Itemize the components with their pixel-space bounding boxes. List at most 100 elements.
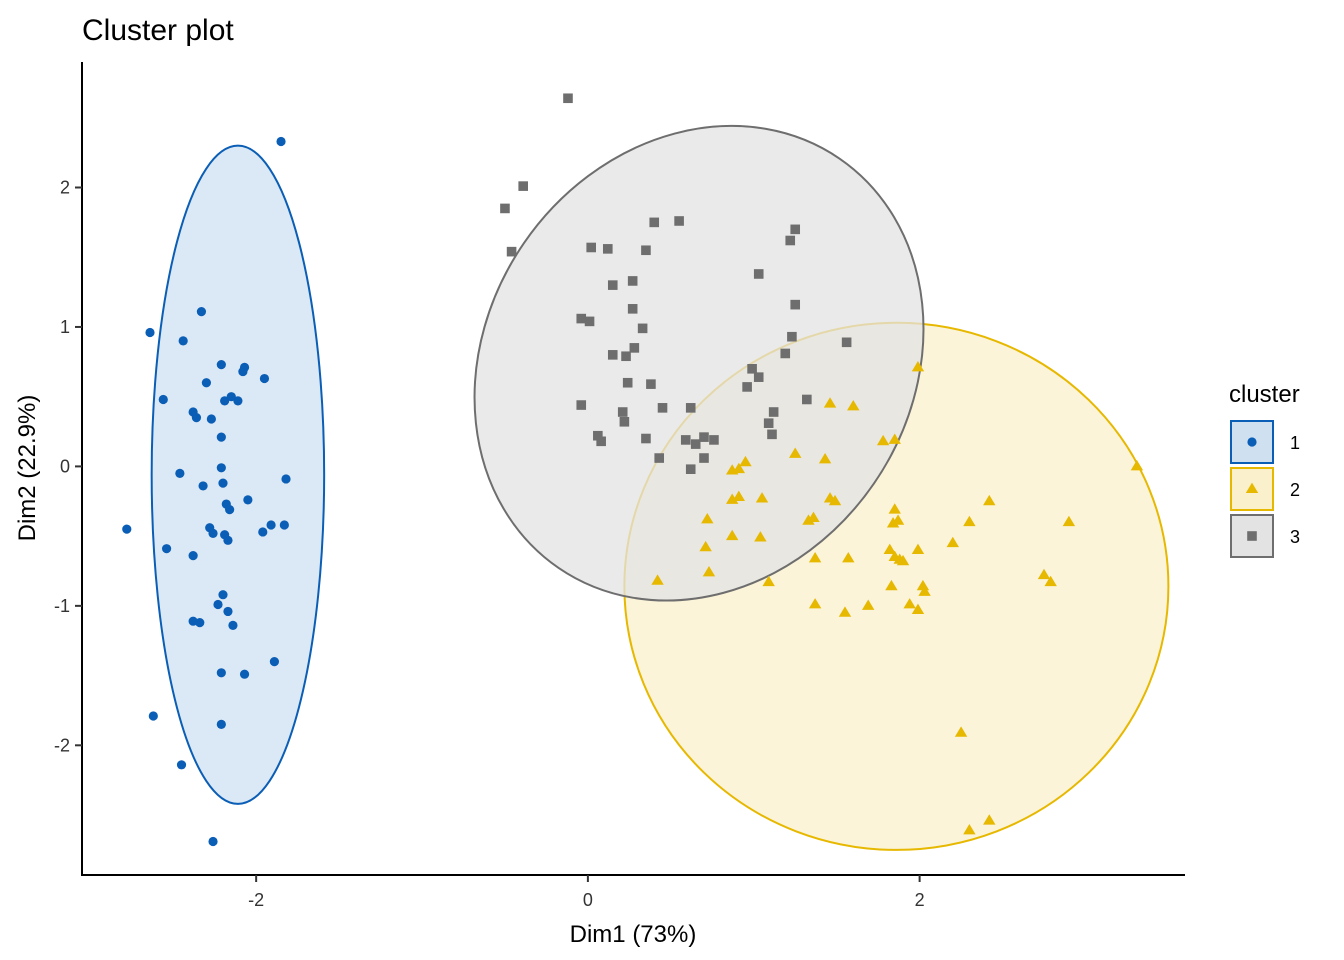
cluster-points (122, 93, 1144, 847)
cluster-3-point (742, 382, 752, 392)
cluster-2-point (732, 490, 746, 502)
legend-key-3 (1230, 514, 1274, 558)
cluster-1-point (158, 394, 168, 405)
legend-item-3: 3 (1230, 514, 1300, 558)
cluster-1-point (281, 474, 291, 484)
cluster-3-point (657, 403, 668, 413)
cluster-2-point (702, 565, 716, 577)
cluster-2-point (725, 493, 739, 504)
cluster-3-point (622, 377, 633, 388)
cluster-1-point (269, 657, 280, 667)
cluster-2-point (885, 579, 898, 591)
cluster-1-point (208, 528, 218, 538)
cluster-1-point (279, 520, 289, 530)
cluster-2-point (888, 503, 901, 514)
cluster-2-point (888, 433, 901, 444)
cluster-2-point (946, 536, 959, 548)
cluster-3-point (563, 93, 573, 104)
cluster-3-point (753, 269, 764, 279)
cluster-1-point (198, 481, 208, 491)
cluster-2-point (918, 585, 931, 596)
cluster-2-point (861, 599, 875, 610)
cluster-2-point (725, 464, 739, 475)
cluster-3-point (518, 181, 528, 191)
y-axis-title: Dim2 (22.9%) (14, 395, 41, 542)
cluster-2-point (808, 598, 822, 609)
legend-marker-1 (1247, 437, 1257, 447)
y-tick-label: 2 (60, 178, 70, 198)
legend-marker-2 (1245, 482, 1259, 493)
cluster-3-point (790, 224, 801, 235)
cluster-3-point (641, 245, 651, 256)
cluster-3-point (637, 323, 648, 334)
cluster-2-point (755, 492, 769, 503)
cluster-3-point (593, 430, 603, 441)
cluster-3-point (586, 242, 597, 253)
y-tick-label: -1 (54, 596, 70, 616)
cluster-3-point (680, 435, 691, 445)
cluster-2-point (1062, 515, 1076, 527)
axes (81, 62, 1185, 876)
cluster-1-point (223, 606, 233, 617)
cluster-2-point (911, 360, 925, 372)
cluster-1-point (216, 668, 226, 678)
cluster-2-point (808, 552, 822, 563)
x-tick-label: 2 (915, 890, 925, 910)
cluster-3-point (576, 313, 587, 324)
y-ticks: -2 -1 0 1 2 (54, 178, 82, 755)
cluster-3-point (802, 394, 812, 405)
y-tick-label: 1 (60, 317, 70, 337)
cluster-2-point (762, 575, 775, 587)
cluster-3-point (629, 343, 640, 353)
cluster-3-point (607, 350, 618, 360)
legend-item-1: 1 (1230, 420, 1300, 464)
cluster-2-point (886, 517, 900, 528)
cluster-3-point (780, 348, 791, 359)
cluster-2-point (739, 455, 752, 467)
y-tick-label: 0 (60, 456, 70, 476)
cluster-3-point (709, 435, 719, 445)
cluster-1-point (216, 432, 226, 442)
cluster-1-point (208, 836, 218, 847)
cluster-3-point (619, 416, 630, 427)
cluster-1-point (188, 551, 198, 561)
cluster-3-point (654, 453, 665, 463)
cluster-3-point (690, 439, 701, 449)
cluster-1-point (243, 495, 253, 505)
cluster-2-point (823, 397, 837, 408)
cluster-1-point (276, 136, 286, 147)
cluster-3-point (584, 316, 595, 327)
cluster-1-point (196, 307, 207, 317)
cluster-2-point (954, 726, 968, 737)
cluster-2-point (903, 598, 916, 609)
legend-label-2: 2 (1290, 480, 1300, 500)
y-tick-label: -2 (54, 735, 70, 755)
cluster-2-point (1130, 460, 1144, 471)
cluster-1-point (161, 544, 172, 554)
cluster-3-point (841, 337, 852, 348)
cluster-3-point (790, 299, 801, 310)
cluster-1-point (218, 590, 228, 600)
cluster-2-point (651, 574, 664, 585)
cluster-2-point (818, 453, 832, 464)
cluster-1-point (218, 478, 228, 488)
cluster-1-point (238, 366, 248, 377)
cluster-1-ellipse (150, 144, 326, 805)
cluster-2-point (983, 494, 996, 506)
cluster-2-point (701, 512, 714, 524)
cluster-2-point (754, 531, 767, 542)
cluster-3-point (596, 436, 606, 447)
cluster-2-point (911, 543, 925, 555)
cluster-3-point (685, 403, 696, 413)
cluster-3-point (753, 372, 764, 382)
cluster-2-point (1037, 568, 1051, 580)
cluster-3-point (763, 418, 774, 428)
cluster-1-point (178, 336, 188, 346)
x-ticks: -2 0 2 (248, 875, 925, 910)
cluster-3-point (699, 453, 709, 463)
cluster-2-point (963, 823, 976, 835)
cluster-3-point (768, 407, 779, 417)
legend: cluster 1 2 3 (1229, 381, 1300, 558)
cluster-1-point (195, 617, 205, 628)
cluster-3-point (576, 400, 587, 410)
